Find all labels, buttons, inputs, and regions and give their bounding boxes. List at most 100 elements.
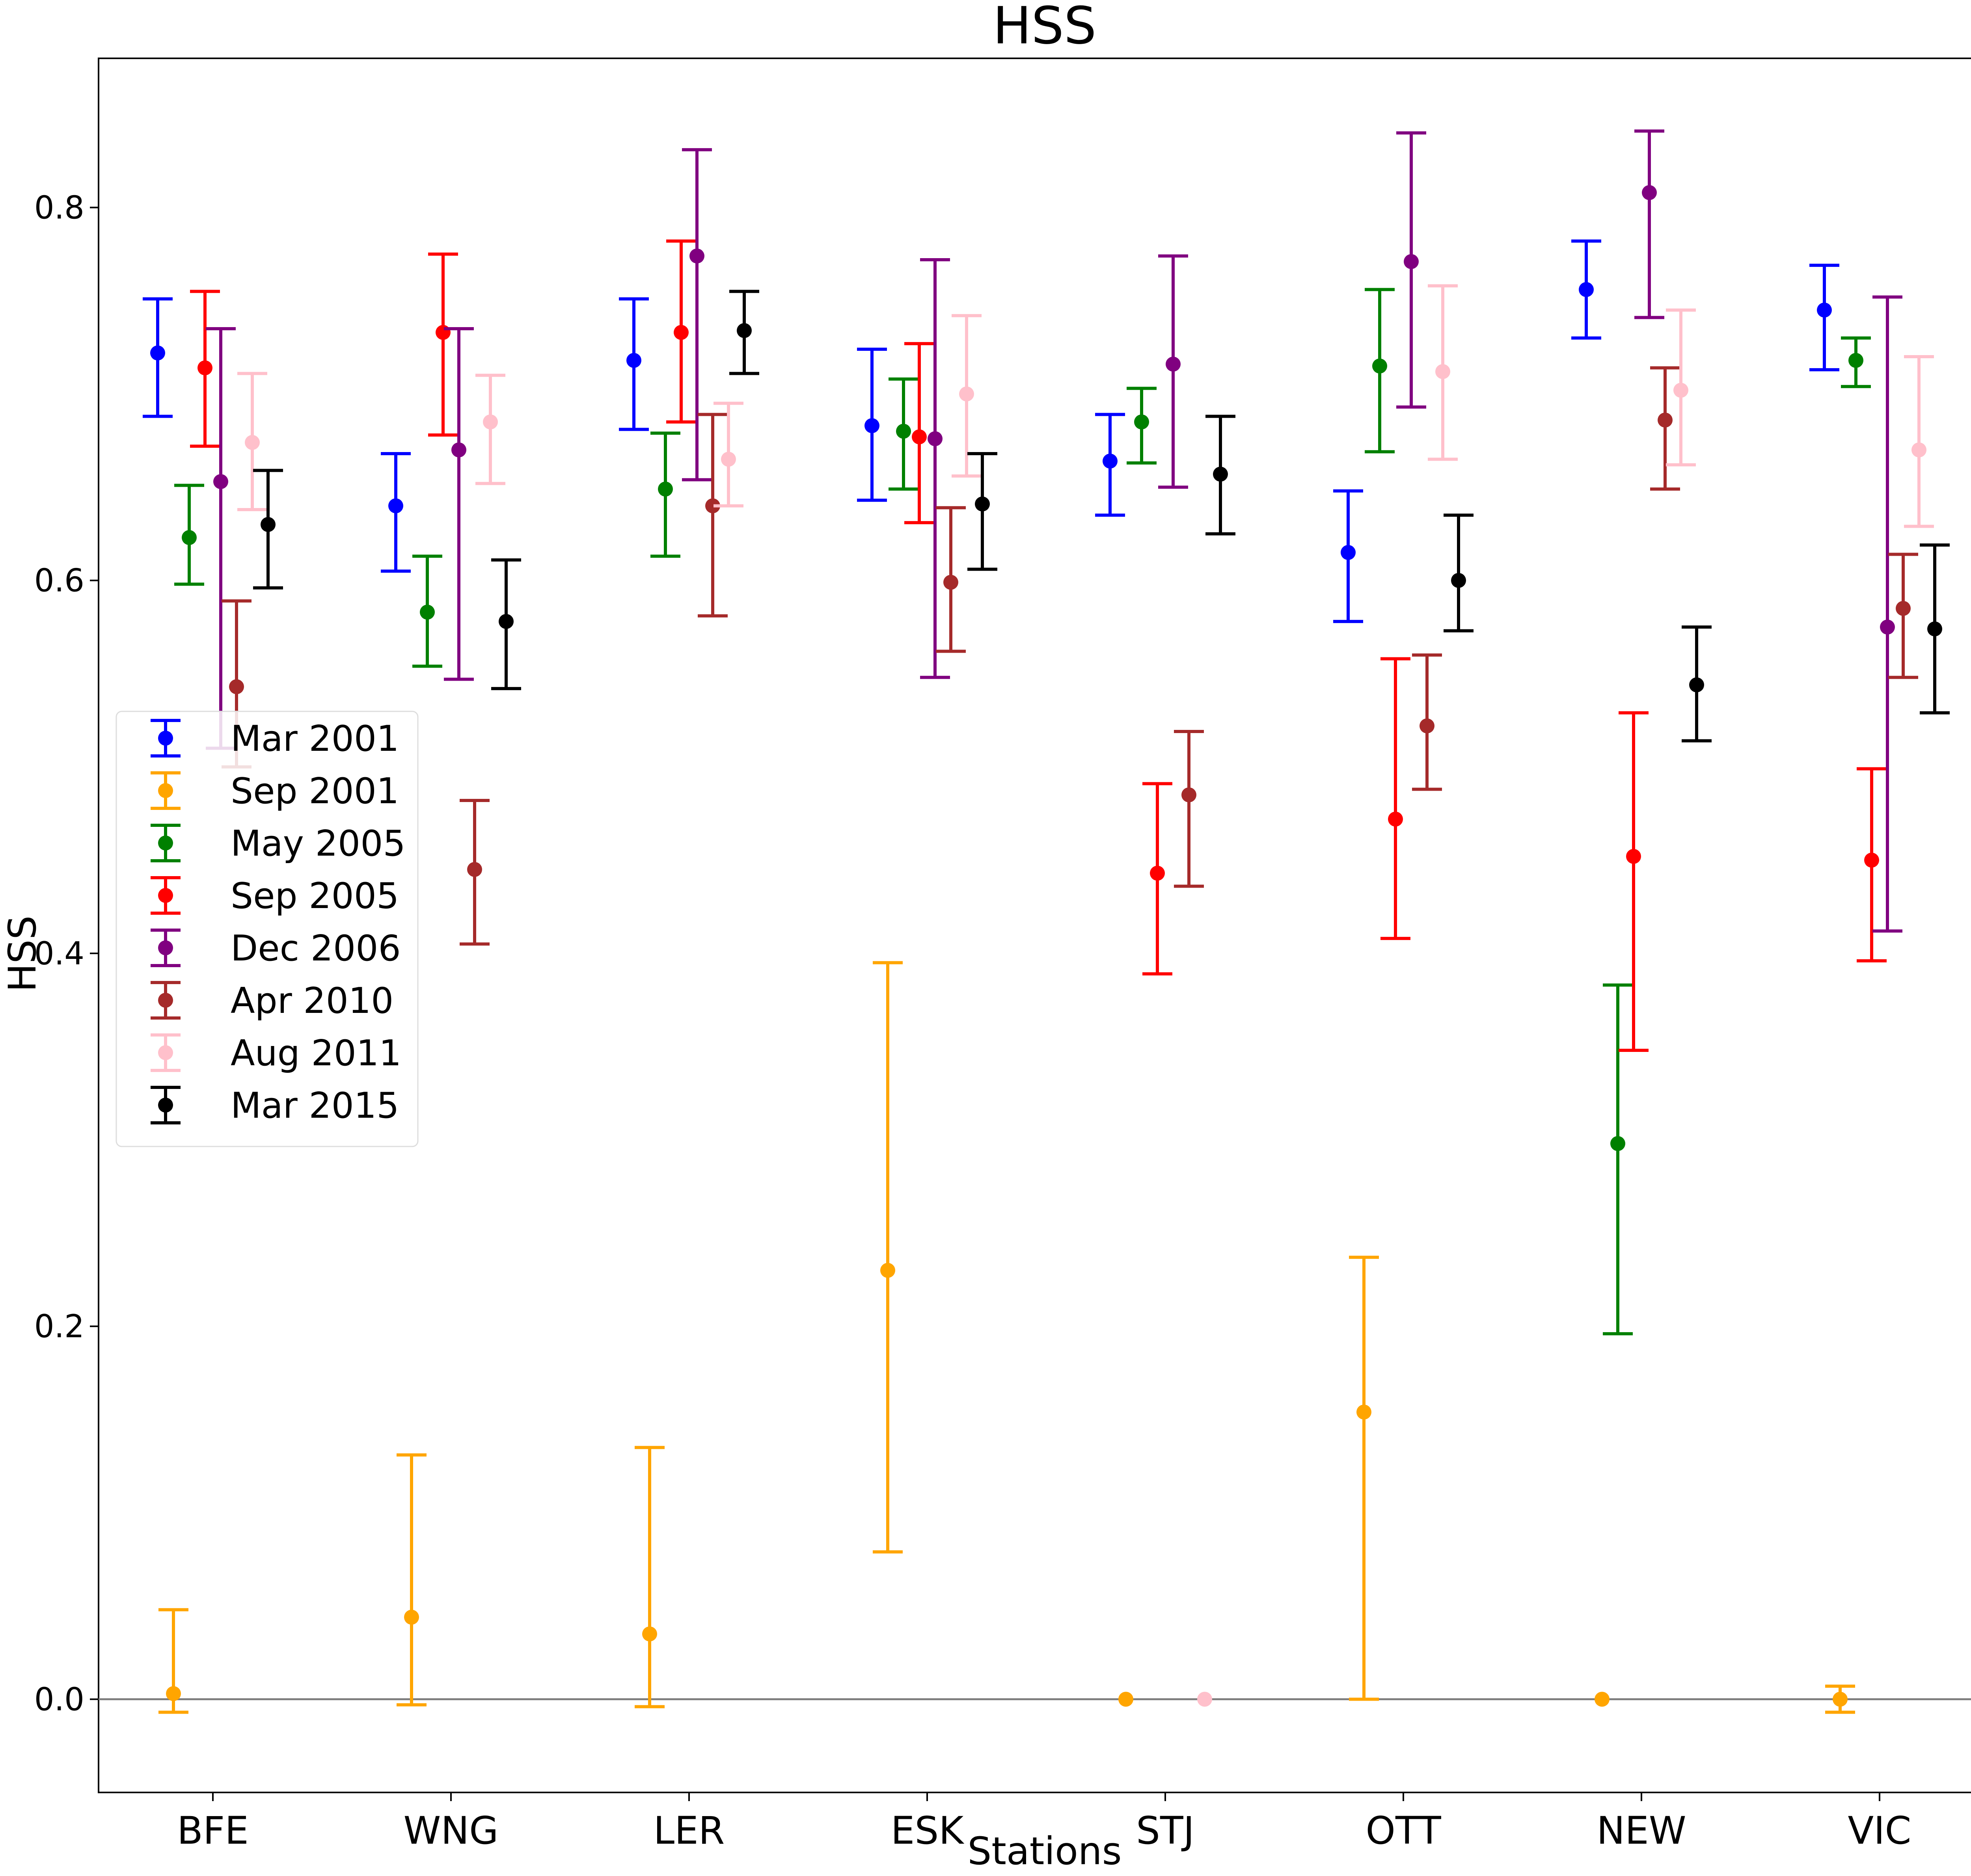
legend-item: May 2005 xyxy=(151,823,406,864)
x-tick-label-stj: STJ xyxy=(1136,1809,1194,1853)
data-point-stj xyxy=(1103,453,1118,469)
data-point-bfe xyxy=(182,530,197,545)
series-aug-2011 xyxy=(237,284,1934,1707)
series-mar-2001 xyxy=(143,239,1839,623)
legend-item: Mar 2015 xyxy=(151,1085,399,1126)
data-point-new xyxy=(1626,849,1641,864)
data-point-wng xyxy=(451,442,466,458)
series-mar-2015 xyxy=(253,290,1950,743)
data-point-stj xyxy=(1213,467,1228,482)
legend-label: Dec 2006 xyxy=(231,928,401,969)
data-point-vic xyxy=(1927,621,1942,636)
series-sep-2001 xyxy=(158,961,1855,1714)
data-point-vic xyxy=(1880,620,1895,635)
data-point-ott xyxy=(1435,364,1450,379)
series-may-2005 xyxy=(174,288,1871,1336)
legend-marker xyxy=(158,1098,173,1113)
data-point-wng xyxy=(467,862,482,877)
chart-title: HSS xyxy=(993,0,1097,56)
data-point-esk xyxy=(864,418,879,434)
y-tick-label: 0.8 xyxy=(34,189,84,226)
data-point-bfe xyxy=(150,345,165,361)
legend-marker xyxy=(158,940,173,955)
data-point-vic xyxy=(1896,601,1911,616)
legend-marker xyxy=(158,1045,173,1060)
data-point-ler xyxy=(658,481,673,497)
legend-marker xyxy=(158,888,173,903)
x-tick-label-bfe: BFE xyxy=(177,1809,249,1853)
data-point-vic xyxy=(1911,442,1926,458)
legend-item: Aug 2011 xyxy=(151,1033,401,1074)
data-point-esk xyxy=(928,431,943,447)
legend-label: Sep 2001 xyxy=(231,770,399,812)
data-point-ott xyxy=(1341,545,1356,560)
y-tick-label: 0.2 xyxy=(34,1308,84,1345)
data-point-bfe xyxy=(197,360,212,376)
data-point-wng xyxy=(404,1610,419,1625)
data-point-wng xyxy=(483,414,498,430)
data-point-bfe xyxy=(229,679,244,694)
legend-item: Apr 2010 xyxy=(151,980,393,1022)
data-point-vic xyxy=(1848,353,1863,368)
legend-box xyxy=(116,711,419,1147)
series-apr-2010 xyxy=(222,366,1918,946)
legend-marker xyxy=(158,836,173,851)
legend-item: Dec 2006 xyxy=(151,928,401,969)
legend-label: Aug 2011 xyxy=(231,1033,401,1074)
data-point-wng xyxy=(420,605,435,620)
data-point-stj xyxy=(1118,1692,1133,1707)
data-point-bfe xyxy=(245,435,260,450)
data-point-ott xyxy=(1451,573,1466,588)
legend-label: Mar 2001 xyxy=(231,718,399,759)
x-tick-label-wng: WNG xyxy=(403,1809,498,1853)
data-point-stj xyxy=(1166,356,1181,372)
x-tick-label-esk: ESK xyxy=(891,1809,965,1853)
data-point-esk xyxy=(943,575,958,590)
legend-item: Sep 2001 xyxy=(151,770,399,812)
legend-marker xyxy=(158,783,173,798)
data-point-vic xyxy=(1817,302,1832,318)
data-point-stj xyxy=(1150,865,1165,881)
data-point-wng xyxy=(388,498,403,514)
data-point-bfe xyxy=(261,517,276,532)
data-point-ler xyxy=(642,1626,657,1642)
legend-label: Mar 2015 xyxy=(231,1085,399,1126)
y-tick-label: 0.0 xyxy=(34,1681,84,1718)
data-point-esk xyxy=(880,1263,895,1278)
data-point-new xyxy=(1610,1136,1625,1151)
data-point-ott xyxy=(1404,254,1419,269)
data-point-stj xyxy=(1134,414,1149,430)
data-point-new xyxy=(1642,185,1657,200)
x-tick-label-vic: VIC xyxy=(1848,1809,1911,1853)
data-point-esk xyxy=(975,496,990,512)
y-axis-label: HSS xyxy=(0,916,45,992)
y-tick-label: 0.6 xyxy=(34,562,84,599)
data-point-ott xyxy=(1372,358,1387,374)
y-tick-label: 0.4 xyxy=(34,935,84,972)
x-tick-label-ott: OTT xyxy=(1366,1809,1441,1853)
data-point-ott xyxy=(1420,718,1434,733)
data-point-stj xyxy=(1197,1692,1212,1707)
data-point-esk xyxy=(912,429,927,445)
data-point-new xyxy=(1658,412,1673,428)
data-point-esk xyxy=(959,386,974,402)
data-point-bfe xyxy=(213,474,228,489)
legend-label: Sep 2005 xyxy=(231,875,399,917)
data-point-ler xyxy=(674,325,689,340)
data-point-ler xyxy=(626,353,641,368)
data-point-new xyxy=(1579,282,1594,297)
legend-item: Mar 2001 xyxy=(151,718,399,759)
data-point-vic xyxy=(1833,1692,1848,1707)
x-tick-label-ler: LER xyxy=(654,1809,725,1853)
data-point-bfe xyxy=(166,1686,181,1701)
x-tick-label-new: NEW xyxy=(1597,1809,1686,1853)
data-point-ler xyxy=(689,248,704,264)
data-point-new xyxy=(1689,677,1704,692)
data-point-ler xyxy=(705,498,720,514)
legend-label: Apr 2010 xyxy=(231,980,393,1022)
data-point-ler xyxy=(737,323,752,338)
series-sep-2005 xyxy=(190,239,1887,1052)
data-point-esk xyxy=(896,424,911,439)
data-point-vic xyxy=(1864,852,1879,868)
